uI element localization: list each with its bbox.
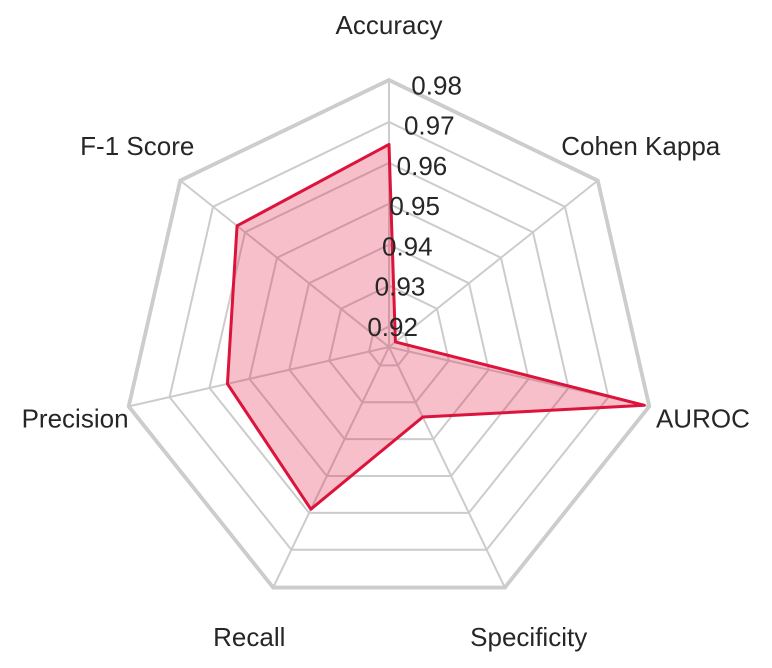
axis-label: Cohen Kappa — [561, 131, 721, 161]
radial-tick-label: 0.96 — [397, 151, 448, 181]
grid-ring — [126, 77, 652, 590]
axis-label: AUROC — [656, 404, 750, 434]
axis-label: Recall — [213, 622, 285, 652]
axis-label: Specificity — [470, 622, 587, 652]
grid-ring — [208, 161, 570, 514]
grid-spoke — [388, 179, 600, 348]
radial-tick-label: 0.92 — [367, 312, 418, 342]
grid-ring — [288, 243, 490, 441]
grid-ring — [168, 120, 610, 551]
grid-spoke — [271, 346, 390, 589]
grid-ring — [128, 79, 650, 588]
axis-labels: Accuracy Cohen Kappa AUROC Specificity Recal… — [22, 10, 750, 652]
grid-spoke — [388, 346, 507, 589]
series-area — [225, 142, 646, 511]
grid-spoke — [178, 179, 390, 348]
radial-tick-label: 0.97 — [404, 111, 455, 141]
radial-tick-label: 0.94 — [382, 231, 433, 261]
grid-layer — [126, 77, 652, 590]
radial-tick-label: 0.98 — [411, 70, 462, 100]
grid-ring — [328, 284, 450, 404]
grid-spoke — [127, 346, 390, 408]
axis-label: F-1 Score — [80, 131, 194, 161]
axis-label: Accuracy — [336, 10, 443, 40]
radial-tick-label: 0.93 — [375, 272, 426, 302]
series-layer — [225, 142, 646, 511]
radial-tick-label: 0.95 — [389, 191, 440, 221]
axis-label: Precision — [22, 404, 129, 434]
grid-ring — [367, 325, 411, 367]
radial-tick-labels: 0.92 0.93 0.94 0.95 0.96 0.97 0.98 — [367, 70, 462, 342]
grid-ring — [248, 202, 530, 478]
